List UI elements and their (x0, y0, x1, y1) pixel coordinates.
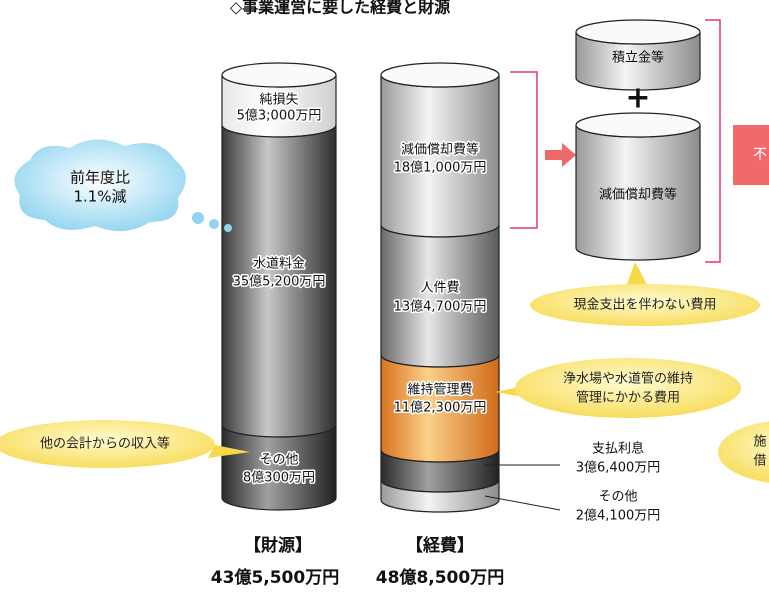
segment-label: 減価償却費等 (401, 142, 479, 158)
segment-amount: 11億2,300万円 (394, 401, 487, 416)
cylinder-top (221, 62, 337, 88)
title: ◇事業運営に要した経費と財源 (230, 0, 450, 17)
cloud-dot (224, 224, 232, 232)
segment-label: 維持管理費 (407, 383, 472, 398)
segment-label: その他 (259, 453, 298, 468)
segment (221, 424, 337, 511)
callout-tail (625, 262, 650, 290)
yellow-callout (515, 358, 741, 418)
cloud-callout (14, 139, 186, 232)
leader-line (484, 495, 561, 511)
bracket (705, 19, 721, 263)
segment-amount: 8億300万円 (243, 471, 315, 486)
partial-box (733, 125, 769, 185)
callout-text: 1.1%減 (73, 188, 126, 206)
yellow-callout (0, 420, 215, 468)
cylinder-top (380, 62, 500, 88)
callout-text: 借 (753, 454, 766, 469)
expense-cylinder (380, 62, 500, 513)
segment-amount: 5億3;000万円 (237, 109, 322, 124)
side-cylinder-label: 減価償却費等 (599, 187, 677, 203)
segment-label: 純損失 (259, 93, 298, 108)
revenue-cylinder (221, 62, 337, 511)
arrow (545, 143, 576, 167)
cloud-dot (192, 212, 204, 224)
callout-text: 管理にかかる費用 (576, 391, 680, 406)
segment-label: 水道料金 (253, 257, 305, 272)
heading: 【財源】 (244, 535, 312, 556)
callout-text: 浄水場や水道管の維持 (563, 372, 693, 387)
cylinder-top (575, 112, 701, 138)
segment (380, 479, 500, 513)
segment-amount: 35億5,200万円 (233, 275, 326, 290)
total: 48億8,500万円 (376, 567, 504, 588)
segment-label: 人件費 (420, 281, 459, 296)
segment-label: 支払利息 (592, 441, 644, 457)
segment-amount: 2億4,100万円 (576, 509, 661, 524)
callout-text: 現金支出を伴わない費用 (573, 298, 716, 313)
heading: 【経費】 (406, 535, 474, 556)
callout-text: 前年度比 (70, 169, 130, 187)
segment-label: その他 (598, 490, 637, 505)
callout-tail (208, 445, 250, 458)
yellow-callout (718, 421, 769, 483)
callout-text: 他の会計からの収入等 (40, 436, 170, 452)
cylinder-top (575, 19, 701, 45)
segment-amount: 13億4,700万円 (394, 300, 487, 315)
segment-amount: 3億6,400万円 (576, 461, 661, 476)
callout-text: 施 (753, 435, 766, 450)
segment (380, 224, 500, 368)
plus: + (625, 81, 650, 116)
partial-box-text: 不 (753, 147, 767, 163)
total: 43億5,500万円 (211, 567, 339, 588)
bracket (510, 71, 538, 229)
segment-amount: 18億1,000万円 (394, 161, 487, 176)
yellow-callout (530, 284, 760, 326)
cloud-dot (209, 219, 219, 229)
side-cylinder-label: 積立金等 (612, 50, 664, 66)
